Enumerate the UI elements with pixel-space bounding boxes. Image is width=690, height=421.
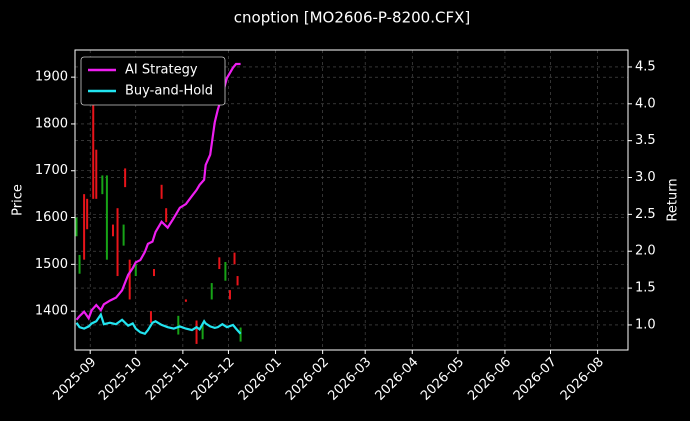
- x-tick-label: 2026-04: [373, 355, 422, 404]
- candle-body: [116, 208, 119, 277]
- candle-body: [92, 105, 95, 199]
- y2-tick-label: 3.5: [635, 133, 656, 148]
- x-tick-label: 2026-08: [558, 355, 607, 404]
- y2-tick-label: 2.0: [635, 244, 656, 259]
- candle-body: [210, 283, 213, 300]
- candle-body: [165, 208, 168, 223]
- x-tick-label: 2026-01: [236, 355, 285, 404]
- legend: AI Strategy Buy-and-Hold: [80, 56, 226, 106]
- y-tick-label: 1800: [35, 116, 68, 131]
- candle-body: [149, 311, 152, 323]
- y2-tick-label: 1.5: [635, 281, 656, 296]
- y-tick-label: 1700: [35, 163, 68, 178]
- legend-label: AI Strategy: [125, 63, 198, 78]
- y-tick-label: 1600: [35, 210, 68, 225]
- x-tick-label: 2026-02: [283, 355, 332, 404]
- candle-body: [236, 276, 239, 286]
- x-tick-label: 2025-09: [50, 355, 99, 404]
- candle-body: [233, 252, 236, 265]
- plot-frame: [74, 49, 629, 351]
- candle-body: [124, 168, 127, 188]
- y-axis-label: Price: [11, 184, 26, 216]
- x-tick-label: 2026-03: [325, 355, 374, 404]
- candle-body: [122, 224, 125, 246]
- candle-body: [153, 269, 155, 277]
- candle-body: [78, 254, 81, 274]
- x-tick-label: 2025-12: [189, 355, 238, 404]
- x-tick-label: 2025-10: [96, 355, 145, 404]
- x-tick-label: 2026-05: [418, 355, 467, 404]
- x-tick-label: 2026-07: [511, 355, 560, 404]
- line-series: [75, 312, 242, 336]
- y2-tick-label: 3.0: [635, 170, 656, 185]
- candle-body: [86, 198, 89, 230]
- candle-body: [195, 320, 198, 344]
- candle-body: [83, 194, 86, 260]
- candle-body: [111, 224, 114, 237]
- candle-body: [128, 259, 131, 300]
- candle-body: [134, 264, 137, 277]
- candle-body: [239, 327, 242, 342]
- y2-tick-label: 4.5: [635, 59, 656, 74]
- y-tick-label: 1400: [35, 304, 68, 319]
- candle-body: [75, 217, 78, 237]
- candle-body: [184, 299, 187, 302]
- y-tick-label: 1900: [35, 70, 68, 85]
- candle-body: [224, 262, 227, 281]
- candle-body: [95, 149, 98, 199]
- candle-body: [160, 184, 163, 199]
- legend-label: Buy-and-Hold: [125, 84, 213, 99]
- x-tick-label: 2026-06: [465, 355, 514, 404]
- candle-body: [105, 175, 108, 260]
- candle-body: [201, 325, 204, 340]
- candle-body: [177, 315, 180, 335]
- chart-title: cnoption [MO2606-P-8200.CFX]: [234, 9, 470, 27]
- line-series: [75, 62, 241, 321]
- x-tick-label: 2025-11: [143, 355, 192, 404]
- y2-tick-label: 2.5: [635, 207, 656, 222]
- y2-tick-label: 4.0: [635, 96, 656, 111]
- candle-body: [228, 290, 231, 300]
- candle-body: [218, 257, 221, 270]
- y2-tick-label: 1.0: [635, 317, 656, 332]
- y-tick-label: 1500: [35, 257, 68, 272]
- y2-axis-label: Return: [666, 178, 681, 221]
- legend-box: [80, 56, 226, 106]
- candle-body: [101, 175, 104, 195]
